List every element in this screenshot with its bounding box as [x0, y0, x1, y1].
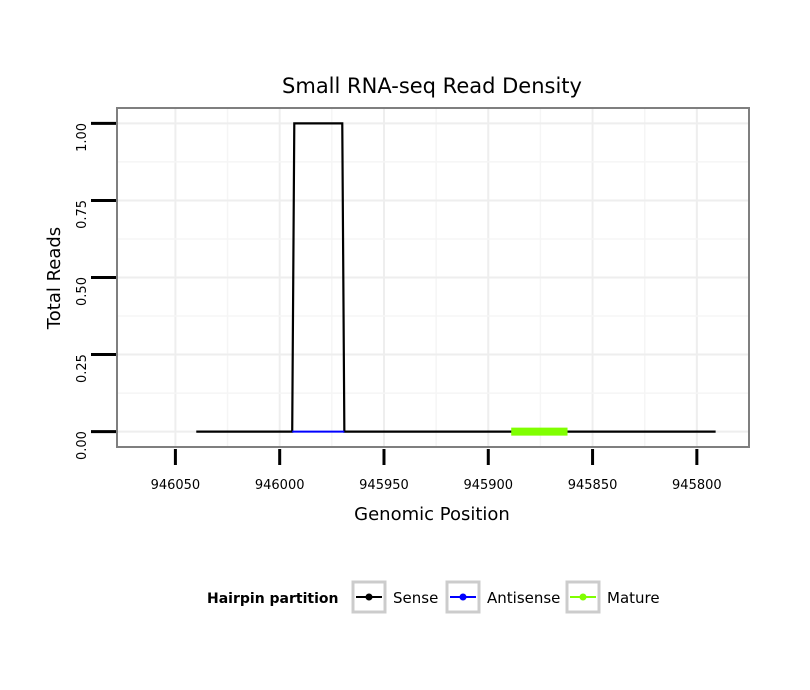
x-tick-label: 945850 — [568, 478, 618, 493]
y-tick-label: 0.25 — [75, 354, 90, 383]
legend-key-point — [365, 593, 373, 601]
legend-label: Antisense — [487, 589, 560, 607]
x-tick-label: 945800 — [672, 478, 722, 493]
series-layer — [196, 122, 716, 436]
x-axis-title: Genomic Position — [354, 504, 510, 525]
x-tick-label: 945950 — [359, 478, 409, 493]
legend-key-point — [459, 593, 467, 601]
legend-item-mature: Mature — [565, 580, 660, 614]
y-tick-label: 0.00 — [75, 431, 90, 460]
x-tick-label: 945900 — [463, 478, 513, 493]
y-tick-label: 0.50 — [75, 277, 90, 306]
y-axis-title: Total Reads — [44, 227, 65, 330]
legend-label: Mature — [607, 589, 660, 607]
legend-item-antisense: Antisense — [445, 580, 560, 614]
x-tick-label: 946000 — [255, 478, 305, 493]
legend: Hairpin partition Sense Antisense Mature — [207, 580, 660, 614]
chart-title: Small RNA-seq Read Density — [282, 74, 582, 98]
legend-label: Sense — [393, 589, 438, 607]
y-tick-label: 1.00 — [75, 123, 90, 152]
legend-key-point — [579, 593, 587, 601]
legend-title: Hairpin partition — [207, 591, 338, 607]
plot-border — [116, 107, 750, 448]
grid-layer — [117, 108, 749, 447]
x-tick-label: 946050 — [151, 478, 201, 493]
legend-item-sense: Sense — [351, 580, 438, 614]
y-tick-label: 0.75 — [75, 200, 90, 229]
series-sense-line — [196, 122, 716, 433]
axis-layer: 946050 946000 945950 945900 945850 945800 0.00… — [75, 121, 722, 493]
legend-items: Sense Antisense Mature — [351, 580, 660, 614]
